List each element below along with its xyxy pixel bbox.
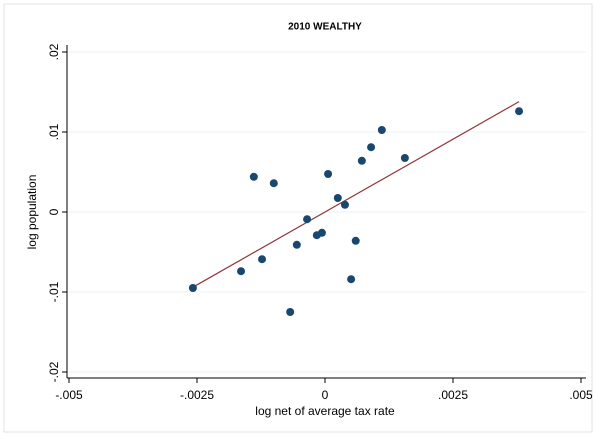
data-point bbox=[347, 275, 356, 284]
x-tick-label: .0025 bbox=[438, 388, 468, 402]
data-point bbox=[324, 170, 333, 178]
data-point bbox=[351, 236, 360, 245]
data-point bbox=[286, 308, 295, 316]
x-tick-label: -.0025 bbox=[180, 388, 214, 402]
y-tick-label: 0 bbox=[47, 208, 61, 215]
y-tick-label: -.02 bbox=[47, 361, 61, 382]
y-tick-label: .02 bbox=[47, 43, 61, 60]
data-point bbox=[269, 179, 278, 188]
data-point bbox=[303, 215, 312, 224]
data-point bbox=[188, 284, 197, 292]
chart-title: 2010 WEALTHY bbox=[288, 22, 362, 33]
data-point bbox=[312, 231, 321, 240]
y-tick-label: .01 bbox=[47, 123, 61, 140]
data-point bbox=[515, 107, 524, 116]
fit-line bbox=[192, 101, 520, 288]
y-tick-label: -.01 bbox=[47, 281, 61, 302]
data-point bbox=[333, 194, 342, 202]
data-point bbox=[400, 154, 409, 162]
data-point bbox=[377, 126, 386, 134]
x-tick-label: -.005 bbox=[55, 388, 83, 402]
x-axis-title: log net of average tax rate bbox=[255, 404, 395, 418]
x-tick-label: .005 bbox=[569, 388, 593, 402]
chart-frame bbox=[3, 3, 593, 433]
data-point bbox=[367, 143, 376, 152]
data-point bbox=[357, 156, 366, 165]
data-point bbox=[340, 200, 349, 209]
x-tick-label: 0 bbox=[322, 388, 329, 402]
data-point bbox=[237, 267, 246, 276]
data-point bbox=[292, 240, 301, 249]
data-point bbox=[249, 172, 258, 181]
data-point bbox=[258, 255, 267, 264]
y-axis-title: log population bbox=[25, 175, 39, 250]
